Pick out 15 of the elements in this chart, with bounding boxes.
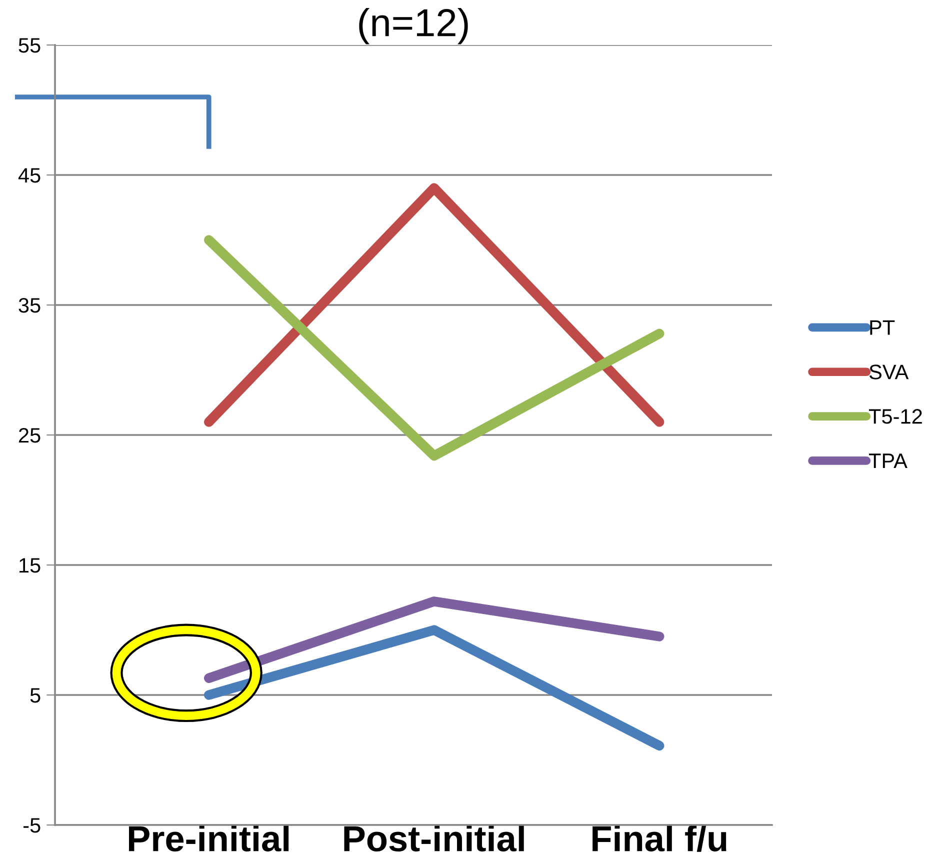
y-tick-label: 35 xyxy=(18,298,40,313)
legend-label: TPA xyxy=(868,454,908,468)
y-tick-label: 55 xyxy=(18,38,40,53)
chart-title: (n=12) xyxy=(359,8,468,44)
legend-label: PT xyxy=(870,320,895,335)
legend-label: T5-12 xyxy=(868,409,922,424)
x-tick-label: Pre-initial xyxy=(129,825,289,852)
y-tick-label: 45 xyxy=(18,168,40,183)
x-tick-label: Post-initial xyxy=(344,825,524,852)
legend-label: SVA xyxy=(869,364,909,380)
y-tick-label: 25 xyxy=(18,428,40,443)
y-tick-label: 5 xyxy=(30,688,40,703)
y-tick-label: 15 xyxy=(20,558,40,573)
x-tick-label: Final f/u xyxy=(592,825,726,852)
y-tick-label: -5 xyxy=(24,818,40,833)
